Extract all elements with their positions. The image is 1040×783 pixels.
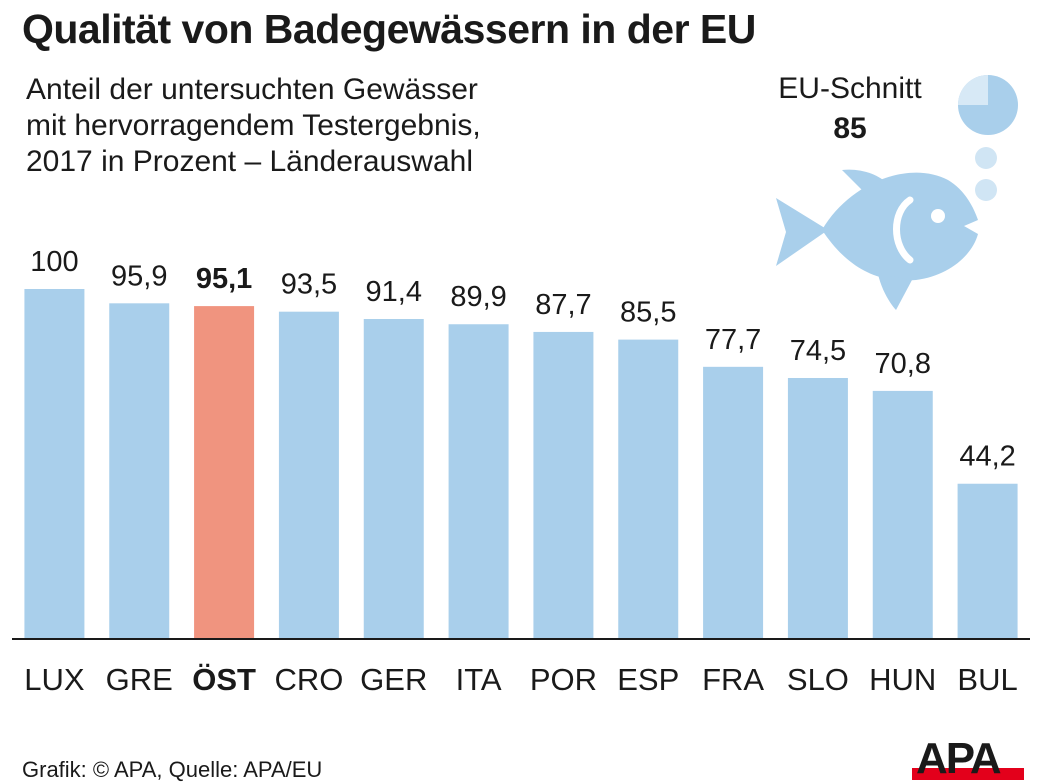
bar-lux — [24, 289, 85, 638]
bar-fra — [703, 366, 764, 638]
category-label-esp: ESP — [617, 662, 679, 697]
bar-esp — [618, 339, 679, 638]
bar-ita — [448, 324, 509, 638]
fish-body — [776, 169, 978, 310]
bubble-icons — [958, 75, 1018, 201]
chart-subtitle: Anteil der untersuchten Gewässer mit her… — [26, 72, 481, 180]
value-label-gre: 95,9 — [111, 260, 167, 292]
category-label-slo: SLO — [787, 662, 849, 697]
category-label-fra: FRA — [702, 662, 764, 697]
value-label-fra: 77,7 — [705, 324, 761, 356]
category-label-öst: ÖST — [192, 662, 256, 697]
value-label-hun: 70,8 — [875, 348, 931, 380]
medium-bubble-icon — [975, 147, 997, 169]
value-label-bul: 44,2 — [959, 441, 1015, 473]
value-label-slo: 74,5 — [790, 335, 846, 367]
value-label-ger: 91,4 — [366, 276, 422, 308]
bar-öst — [194, 306, 255, 638]
value-label-öst: 95,1 — [196, 263, 252, 295]
bar-slo — [787, 377, 848, 638]
value-label-lux: 100 — [30, 246, 78, 278]
category-label-cro: CRO — [274, 662, 343, 697]
category-label-ita: ITA — [456, 662, 502, 697]
chart-title: Qualität von Badegewässern in der EU — [22, 6, 756, 52]
subtitle-line-3: 2017 in Prozent – Länderauswahl — [26, 145, 473, 178]
category-label-por: POR — [530, 662, 597, 697]
category-label-bul: BUL — [957, 662, 1017, 697]
fish-icon — [776, 75, 1018, 310]
value-label-por: 87,7 — [535, 289, 591, 321]
category-label-lux: LUX — [24, 662, 85, 697]
value-label-ita: 89,9 — [450, 281, 506, 313]
category-label-hun: HUN — [869, 662, 936, 697]
bar-bul — [957, 483, 1018, 638]
subtitle-line-1: Anteil der untersuchten Gewässer — [26, 73, 478, 106]
category-label-ger: GER — [360, 662, 427, 697]
value-label-esp: 85,5 — [620, 297, 676, 329]
bar-por — [533, 331, 594, 638]
apa-logo-bar — [912, 768, 1024, 780]
eu-average-label: EU-Schnitt — [778, 72, 922, 105]
eu-average-value: 85 — [833, 112, 867, 145]
apa-logo-text: APA — [916, 738, 1002, 780]
source-note: Grafik: © APA, Quelle: APA/EU — [22, 757, 323, 782]
bubble-slice-icon — [958, 75, 988, 105]
category-label-gre: GRE — [106, 662, 173, 697]
bar-gre — [109, 303, 170, 638]
bar-cro — [278, 311, 339, 638]
value-label-cro: 93,5 — [281, 269, 337, 301]
bar-ger — [363, 319, 424, 638]
apa-logo: APA — [912, 738, 1024, 780]
bar-chart: 100 LUX 95,9 GRE 95,1 ÖST 93,5 CRO 91,4 GER 89,9 IT… — [12, 246, 1030, 697]
bar-hun — [872, 390, 933, 638]
small-bubble-icon — [975, 179, 997, 201]
subtitle-line-2: mit hervorragendem Testergebnis, — [26, 109, 481, 142]
